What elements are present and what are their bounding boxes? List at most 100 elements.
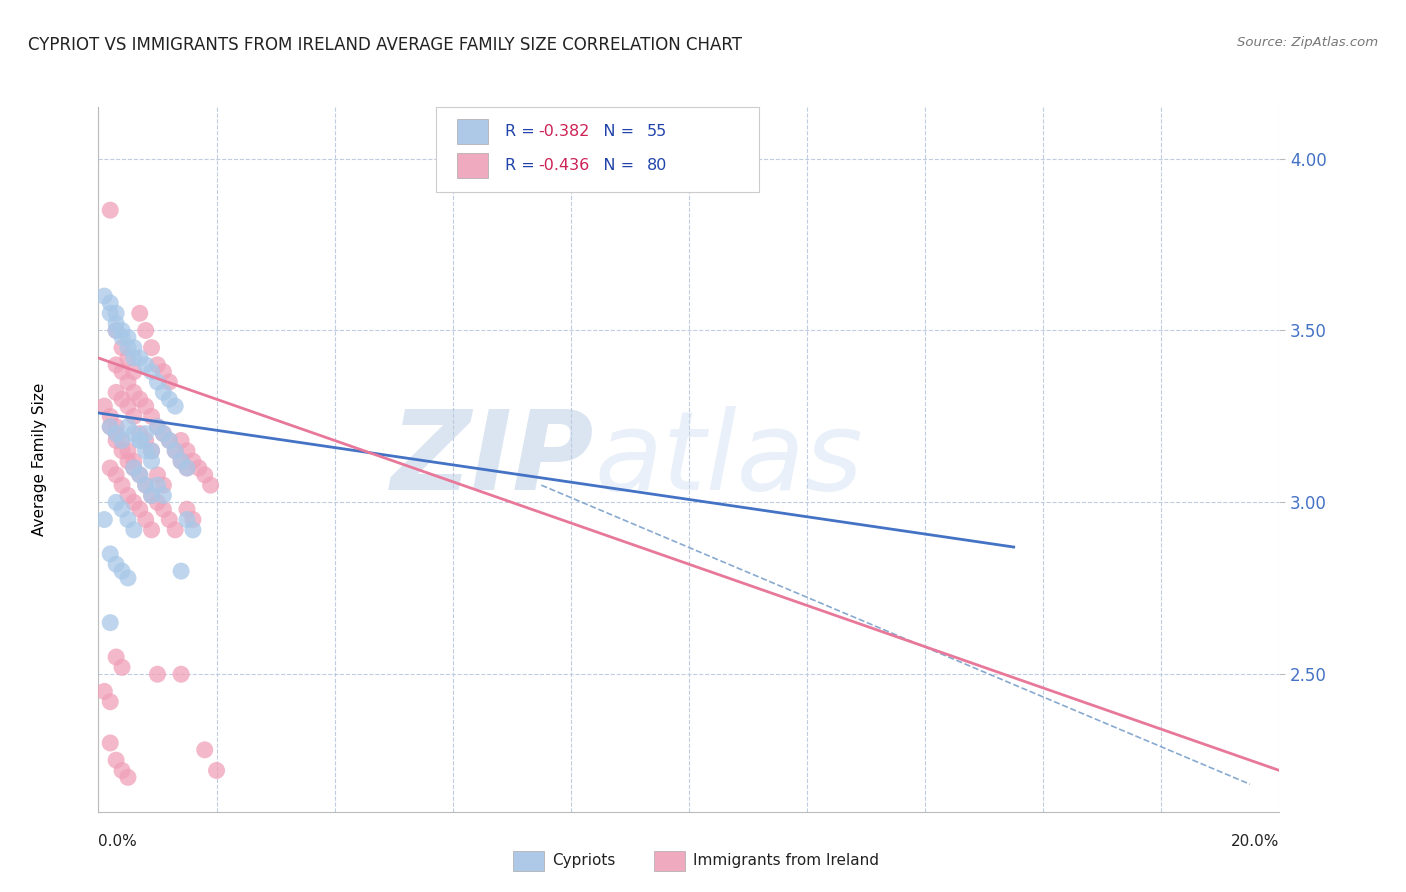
Point: [135, 358, 157, 372]
Point: [111, 502, 134, 516]
Point: [194, 743, 217, 757]
Point: [111, 478, 134, 492]
Point: [117, 375, 139, 389]
Text: 0.0%: 0.0%: [98, 834, 138, 849]
Point: [146, 358, 169, 372]
Text: 80: 80: [647, 158, 666, 172]
Point: [157, 434, 180, 448]
Point: [105, 317, 128, 331]
Point: [111, 443, 134, 458]
Point: [117, 512, 139, 526]
Point: [122, 523, 145, 537]
Point: [98, 409, 121, 424]
Point: [128, 351, 150, 365]
Point: [146, 375, 169, 389]
Point: [122, 341, 145, 355]
Text: Immigrants from Ireland: Immigrants from Ireland: [693, 854, 879, 868]
Point: [117, 341, 139, 355]
Point: [141, 443, 163, 458]
Point: [117, 454, 139, 468]
Point: [111, 341, 134, 355]
Point: [200, 478, 222, 492]
Point: [98, 736, 121, 750]
Text: Source: ZipAtlas.com: Source: ZipAtlas.com: [1237, 36, 1378, 49]
Point: [152, 365, 174, 379]
Point: [117, 770, 139, 784]
Point: [111, 365, 134, 379]
Text: -0.436: -0.436: [538, 158, 589, 172]
Point: [117, 419, 139, 434]
Point: [176, 512, 198, 526]
Point: [122, 426, 145, 441]
Point: [157, 512, 180, 526]
Point: [105, 426, 128, 441]
Point: [146, 495, 169, 509]
Text: R =: R =: [505, 124, 540, 138]
Point: [157, 434, 180, 448]
Point: [128, 434, 150, 448]
Point: [135, 426, 157, 441]
Point: [105, 358, 128, 372]
Point: [98, 296, 121, 310]
Point: [111, 392, 134, 407]
Point: [141, 443, 163, 458]
Point: [98, 615, 121, 630]
Point: [98, 695, 121, 709]
Point: [128, 306, 150, 320]
Point: [165, 399, 187, 413]
Point: [105, 495, 128, 509]
Point: [146, 419, 169, 434]
Point: [141, 454, 163, 468]
Point: [170, 454, 193, 468]
Point: [170, 564, 193, 578]
Point: [157, 375, 180, 389]
Point: [128, 426, 150, 441]
Point: [122, 461, 145, 475]
Point: [105, 753, 128, 767]
Text: Cypriots: Cypriots: [553, 854, 616, 868]
Point: [122, 454, 145, 468]
Point: [105, 467, 128, 482]
Point: [111, 323, 134, 337]
Point: [181, 523, 204, 537]
Point: [135, 434, 157, 448]
Text: atlas: atlas: [595, 406, 863, 513]
Point: [117, 330, 139, 344]
Point: [152, 385, 174, 400]
Point: [170, 667, 193, 681]
Point: [111, 660, 134, 674]
Point: [152, 478, 174, 492]
Point: [157, 392, 180, 407]
Point: [146, 478, 169, 492]
Point: [135, 399, 157, 413]
Point: [146, 419, 169, 434]
Point: [98, 306, 121, 320]
Point: [93, 289, 115, 303]
Text: N =: N =: [588, 158, 638, 172]
Point: [105, 323, 128, 337]
Point: [170, 434, 193, 448]
Point: [135, 443, 157, 458]
Point: [111, 330, 134, 344]
Point: [141, 365, 163, 379]
Point: [176, 461, 198, 475]
Point: [176, 443, 198, 458]
Point: [117, 571, 139, 585]
Point: [135, 478, 157, 492]
Point: [122, 461, 145, 475]
Point: [176, 502, 198, 516]
Point: [135, 512, 157, 526]
Point: [122, 495, 145, 509]
Point: [111, 564, 134, 578]
Text: -0.382: -0.382: [538, 124, 591, 138]
Point: [117, 443, 139, 458]
Point: [122, 385, 145, 400]
Point: [98, 547, 121, 561]
Point: [141, 523, 163, 537]
Point: [105, 434, 128, 448]
Point: [122, 351, 145, 365]
Point: [93, 684, 115, 698]
Point: [111, 434, 134, 448]
Point: [205, 764, 228, 778]
Point: [105, 650, 128, 665]
